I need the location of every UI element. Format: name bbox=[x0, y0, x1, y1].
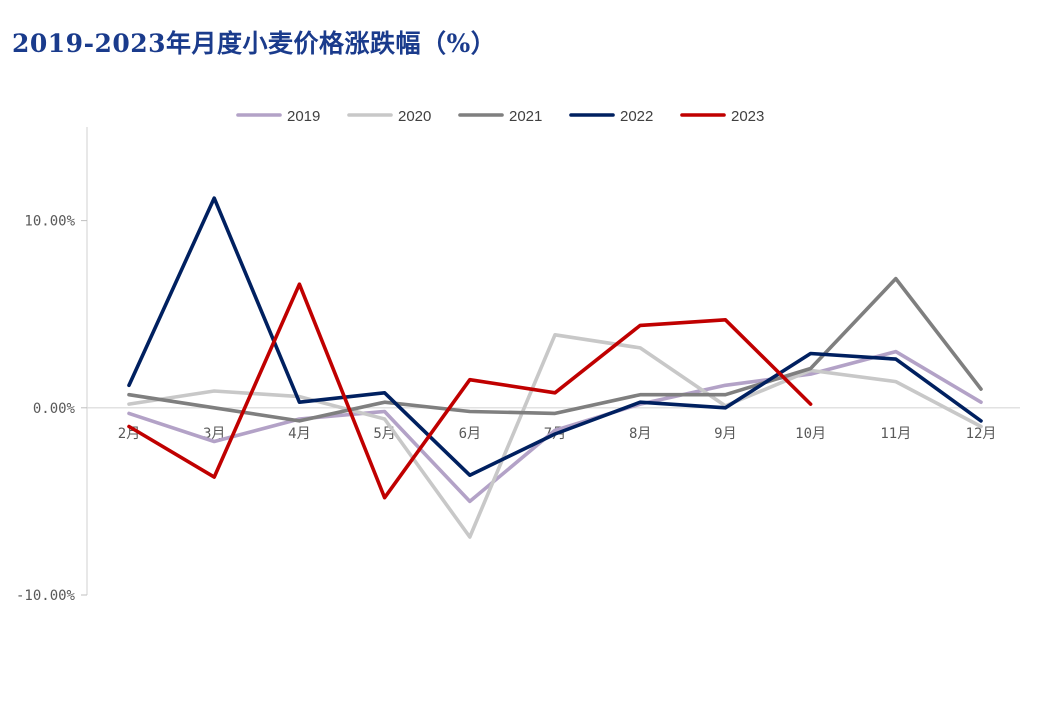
data-point-2021 bbox=[383, 401, 386, 404]
data-point-2021 bbox=[894, 277, 897, 280]
data-point-2020 bbox=[894, 380, 897, 383]
data-point-2019 bbox=[809, 373, 812, 376]
series-line-2019 bbox=[127, 349, 983, 504]
data-point-2023 bbox=[468, 378, 471, 381]
data-point-2020 bbox=[383, 418, 386, 421]
x-tick-label: 12月 bbox=[966, 426, 997, 442]
data-point-2021 bbox=[298, 419, 301, 422]
x-tick-label: 6月 bbox=[459, 426, 481, 442]
series-line-2023 bbox=[127, 282, 813, 500]
x-tick-label: 10月 bbox=[795, 426, 826, 442]
series-lines bbox=[127, 196, 983, 539]
x-tick-label: 4月 bbox=[288, 426, 310, 442]
data-point-2021 bbox=[639, 393, 642, 396]
data-point-2019 bbox=[468, 500, 471, 503]
data-point-2023 bbox=[639, 324, 642, 327]
legend: 2019 2020 2021 2022 2023 bbox=[236, 108, 764, 125]
data-point-2023 bbox=[128, 425, 131, 428]
data-point-2023 bbox=[554, 391, 557, 394]
data-point-2022 bbox=[383, 391, 386, 394]
data-point-2022 bbox=[639, 401, 642, 404]
legend-label: 2020 bbox=[398, 108, 431, 125]
data-point-2022 bbox=[980, 419, 983, 422]
axes: -10.00%0.00%10.00%2月 3月 4月 5月 6月 7月 8月 9月 10月 11月… bbox=[16, 127, 1020, 604]
y-tick-label: 10.00% bbox=[24, 214, 75, 230]
y-tick-label: -10.00% bbox=[16, 588, 76, 604]
data-point-2020 bbox=[213, 389, 216, 392]
data-point-2019 bbox=[894, 350, 897, 353]
data-point-2021 bbox=[213, 406, 216, 409]
data-point-2019 bbox=[554, 429, 557, 432]
data-point-2020 bbox=[128, 403, 131, 406]
data-point-2022 bbox=[894, 358, 897, 361]
data-point-2020 bbox=[554, 333, 557, 336]
data-point-2022 bbox=[128, 384, 131, 387]
data-point-2021 bbox=[724, 393, 727, 396]
legend-label: 2019 bbox=[287, 108, 320, 125]
chart-title: 2019-2023年月度小麦价格涨跌幅（%） bbox=[12, 29, 497, 58]
data-point-2023 bbox=[298, 283, 301, 286]
data-point-2021 bbox=[554, 412, 557, 415]
data-point-2022 bbox=[809, 352, 812, 355]
data-point-2022 bbox=[554, 433, 557, 436]
data-point-2019 bbox=[724, 384, 727, 387]
legend-label: 2023 bbox=[731, 108, 764, 125]
series-line-2022 bbox=[127, 196, 983, 478]
data-point-2023 bbox=[383, 496, 386, 499]
data-point-2020 bbox=[468, 535, 471, 538]
data-point-2021 bbox=[809, 367, 812, 370]
data-point-2020 bbox=[639, 346, 642, 349]
data-point-2021 bbox=[468, 410, 471, 413]
data-point-2021 bbox=[128, 393, 131, 396]
series-line-2021 bbox=[127, 276, 983, 423]
x-tick-label: 8月 bbox=[629, 426, 651, 442]
data-point-2019 bbox=[213, 440, 216, 443]
legend-label: 2021 bbox=[509, 108, 542, 125]
data-point-2019 bbox=[128, 412, 131, 415]
legend-label: 2022 bbox=[620, 108, 653, 125]
data-point-2020 bbox=[980, 425, 983, 428]
x-tick-label: 9月 bbox=[714, 426, 736, 442]
data-point-2022 bbox=[298, 401, 301, 404]
x-tick-label: 11月 bbox=[880, 426, 911, 442]
data-point-2022 bbox=[724, 406, 727, 409]
data-point-2022 bbox=[468, 474, 471, 477]
data-point-2023 bbox=[809, 403, 812, 406]
y-tick-label: 0.00% bbox=[33, 401, 76, 417]
data-point-2021 bbox=[980, 388, 983, 391]
data-point-2019 bbox=[383, 410, 386, 413]
data-point-2022 bbox=[213, 197, 216, 200]
data-point-2023 bbox=[213, 476, 216, 479]
data-point-2023 bbox=[724, 318, 727, 321]
data-point-2019 bbox=[980, 401, 983, 404]
series-line-2020 bbox=[127, 332, 983, 539]
